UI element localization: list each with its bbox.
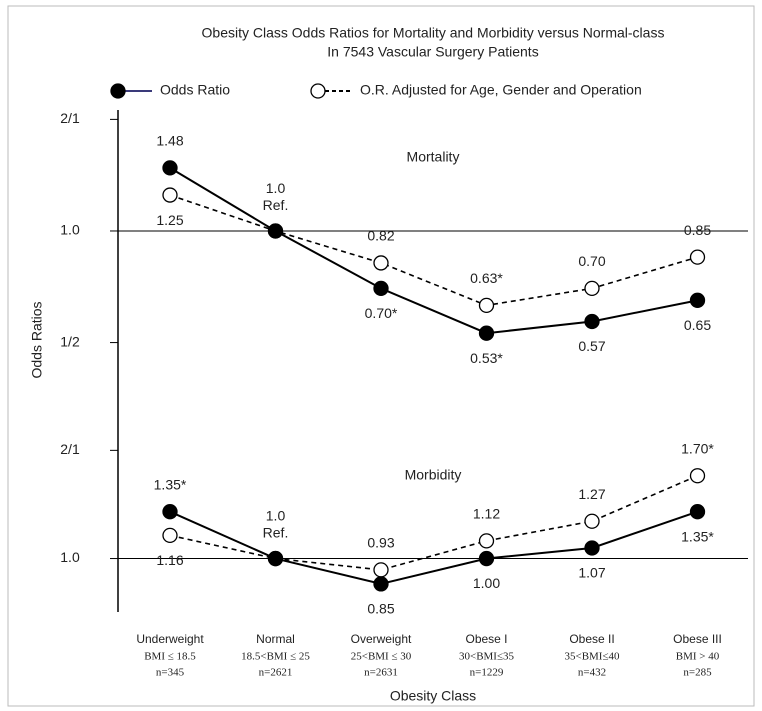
x-tick-label: Normal xyxy=(256,632,295,646)
legend-marker xyxy=(310,83,326,99)
series-line xyxy=(169,510,698,585)
x-tick-detail: 25<BMI ≤ 30 xyxy=(351,651,412,663)
point xyxy=(584,313,600,330)
legend-label: O.R. Adjusted for Age, Gender and Operat… xyxy=(360,82,642,98)
value-label: 0.85 xyxy=(684,222,711,238)
x-tick-detail: BMI > 40 xyxy=(676,651,720,663)
point xyxy=(373,576,389,592)
x-tick-detail: 30<BMI≤35 xyxy=(459,651,515,663)
x-tick-count: n=2621 xyxy=(259,667,293,679)
point xyxy=(162,160,178,176)
x-tick-detail: 18.5<BMI ≤ 25 xyxy=(241,651,310,663)
chart-title: In 7543 Vascular Surgery Patients xyxy=(327,44,538,60)
y-tick-label: 1.0 xyxy=(60,222,80,238)
point xyxy=(689,292,706,308)
value-label: 1.00 xyxy=(473,575,500,591)
panel-title: Morbidity xyxy=(405,467,462,483)
point xyxy=(584,280,600,297)
x-tick-label: Underweight xyxy=(136,632,204,646)
point xyxy=(584,513,600,529)
point xyxy=(373,280,389,297)
legend-label: Odds Ratio xyxy=(160,82,230,98)
series-line xyxy=(169,167,698,335)
point xyxy=(162,187,178,203)
x-tick-label: Obese I xyxy=(465,632,507,646)
value-label: 0.85 xyxy=(367,601,394,617)
x-tick-label: Obese III xyxy=(673,632,722,646)
point xyxy=(689,504,706,520)
y-tick-label: 1.0 xyxy=(60,549,80,565)
value-label: 1.0 Ref. xyxy=(263,507,289,540)
y-tick-label: 1/2 xyxy=(60,333,80,349)
point xyxy=(162,504,178,520)
x-tick-count: n=1229 xyxy=(470,667,504,679)
value-label: 1.27 xyxy=(578,486,605,502)
y-axis-label: Odds Ratios xyxy=(29,301,45,378)
value-label: 0.82 xyxy=(367,228,394,244)
series-line xyxy=(169,474,698,571)
x-tick-detail: 35<BMI≤40 xyxy=(564,651,620,663)
point xyxy=(267,550,284,567)
value-label: 0.93 xyxy=(367,535,394,551)
x-tick-count: n=432 xyxy=(578,667,606,679)
value-label: 1.35* xyxy=(154,476,187,492)
y-tick-label: 2/1 xyxy=(60,110,80,126)
point xyxy=(478,325,495,341)
value-label: 1.07 xyxy=(578,565,605,581)
point xyxy=(478,533,495,549)
legend-marker xyxy=(110,83,126,99)
x-tick-detail: BMI ≤ 18.5 xyxy=(144,651,196,663)
panel-title: Mortality xyxy=(407,149,460,165)
value-label: 1.16 xyxy=(156,552,183,568)
y-tick-label: 2/1 xyxy=(60,441,80,457)
x-tick-count: n=345 xyxy=(156,667,185,679)
value-label: 0.53* xyxy=(470,350,503,366)
x-tick-label: Overweight xyxy=(351,632,412,646)
point xyxy=(584,540,600,556)
value-label: 1.25 xyxy=(156,212,183,228)
point xyxy=(267,223,284,239)
point xyxy=(373,562,389,578)
value-label: 1.48 xyxy=(156,133,183,149)
point xyxy=(478,550,495,567)
series-line xyxy=(169,194,698,307)
value-label: 1.12 xyxy=(473,506,500,522)
x-tick-count: n=2631 xyxy=(364,667,398,679)
value-label: 0.65 xyxy=(684,317,711,333)
frame xyxy=(7,5,755,707)
value-label: 1.0 Ref. xyxy=(263,180,289,213)
x-tick-count: n=285 xyxy=(683,667,712,679)
value-label: 0.70 xyxy=(578,253,605,269)
point xyxy=(162,527,178,544)
value-label: 1.70* xyxy=(681,440,714,456)
x-axis-label: Obesity Class xyxy=(390,688,476,704)
value-label: 1.35* xyxy=(681,528,714,544)
point xyxy=(689,249,706,265)
value-label: 0.63* xyxy=(470,270,503,286)
chart-title: Obesity Class Odds Ratios for Mortality … xyxy=(202,25,665,41)
x-tick-label: Obese II xyxy=(569,632,614,646)
value-label: 0.57 xyxy=(578,338,605,354)
point xyxy=(478,297,495,314)
value-label: 0.70* xyxy=(365,305,398,321)
point xyxy=(373,255,389,271)
point xyxy=(689,468,706,484)
